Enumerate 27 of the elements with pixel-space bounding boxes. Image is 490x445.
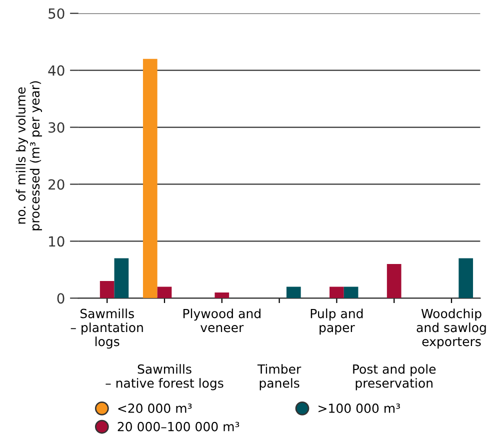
bar (458, 258, 474, 298)
bar (142, 58, 158, 298)
bar (114, 258, 129, 298)
y-tick-label: 20 (48, 179, 64, 190)
legend-label: >100 000 m³ (318, 404, 400, 413)
bar (386, 264, 402, 298)
x-tick-label: Pulp and paper (310, 308, 363, 335)
x-tick-label: Sawmills – native forest logs (106, 364, 224, 390)
y-tick-label: 50 (48, 8, 64, 19)
bar (214, 292, 230, 298)
legend-label: <20 000 m³ (118, 404, 192, 413)
y-tick-label: 10 (49, 236, 64, 247)
y-tick-label: 30 (48, 122, 64, 133)
bar (286, 286, 301, 298)
bar (330, 286, 344, 298)
x-tick-label: Timber panels (257, 364, 302, 390)
x-tick-label: Plywood and veneer (183, 308, 260, 332)
legend-label: 20 000–100 000 m³ (118, 422, 240, 432)
bar (344, 286, 358, 298)
y-axis-title: no. of mills by volume processed (m³ per year) (16, 81, 42, 230)
x-tick-label: Sawmills – plantation logs (70, 308, 143, 349)
x-tick-label: Post and pole preservation (353, 364, 436, 390)
bar (100, 281, 114, 298)
y-tick-label: 40 (48, 65, 64, 76)
x-tick-label: Woodchip and sawlog exporters (416, 308, 486, 349)
bar (157, 286, 172, 298)
y-tick-label: 0 (57, 293, 64, 304)
